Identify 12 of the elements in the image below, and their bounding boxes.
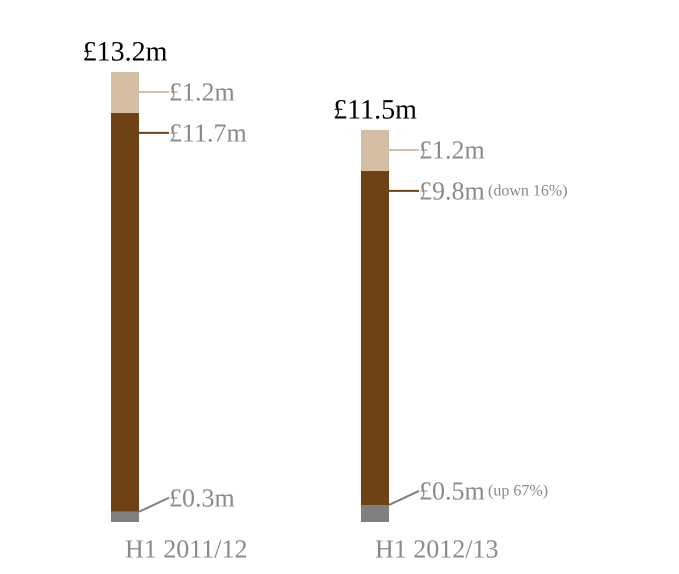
data-label: £0.5m [419, 476, 485, 506]
annotation: (down 16%) [488, 182, 568, 200]
total-label: £11.5m [333, 94, 418, 126]
data-label: £9.8m [419, 176, 485, 206]
x-tick-label: H1 2012/13 [375, 534, 498, 564]
data-label: £1.2m [169, 78, 235, 106]
data-label: £11.7m [169, 118, 247, 148]
total-label: £13.2m [82, 36, 168, 68]
data-label: £1.2m [419, 135, 485, 164]
x-tick-label: H1 2011/12 [125, 534, 248, 564]
data-label: £0.3m [169, 483, 235, 512]
annotation: (up 67%) [488, 482, 548, 500]
